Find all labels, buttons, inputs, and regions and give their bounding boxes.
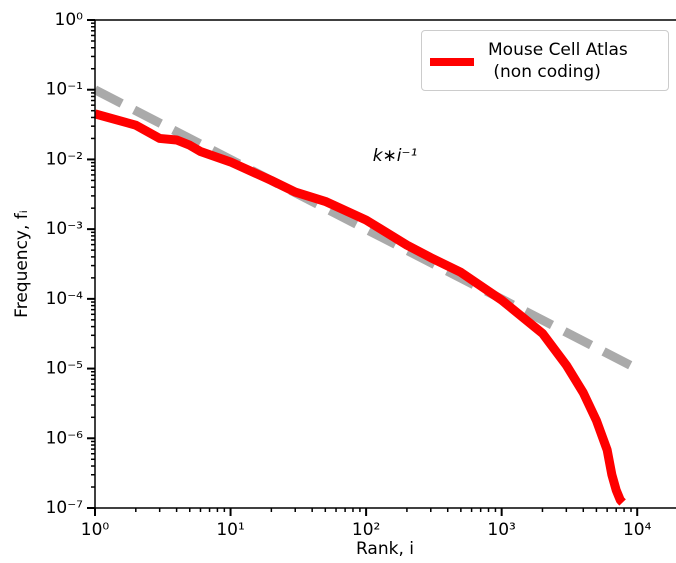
reference-line (92, 85, 634, 370)
y-tick-label: 10⁻¹ (46, 80, 83, 100)
legend-label: Mouse Cell Atlas (non coding) (488, 40, 628, 82)
y-tick-label: 10⁻⁷ (46, 498, 84, 518)
x-axis-label: Rank, i (356, 539, 414, 559)
y-tick-label: 10⁰ (55, 10, 84, 30)
y-tick-label: 10⁻⁴ (46, 289, 84, 309)
x-tick-label: 10² (352, 520, 380, 540)
y-tick-label: 10⁻² (46, 149, 83, 169)
x-tick-label: 10⁰ (81, 520, 110, 540)
y-tick-label: 10⁻³ (46, 219, 83, 239)
x-tick-label: 10¹ (216, 520, 244, 540)
y-axis-label: Frequency, fᵢ (12, 210, 32, 318)
x-tick-label: 10⁴ (623, 520, 652, 540)
legend: Mouse Cell Atlas (non coding) (421, 30, 669, 91)
y-tick-label: 10⁻⁶ (46, 428, 84, 448)
legend-swatch (430, 58, 474, 66)
y-tick-label: 10⁻⁵ (46, 359, 83, 379)
annotation: k∗i⁻¹ (373, 146, 418, 166)
series-line (93, 109, 626, 506)
x-tick-label: 10³ (487, 520, 515, 540)
